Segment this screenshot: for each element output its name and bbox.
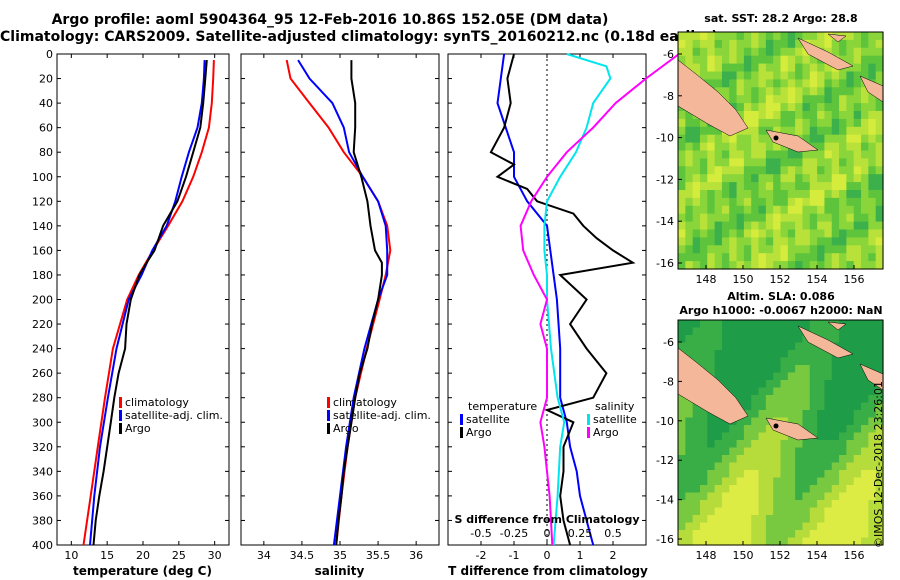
ytick-label: 340 (32, 465, 53, 478)
ytick-label: 100 (32, 171, 53, 184)
legend-label: satellite (593, 413, 637, 426)
legend-swatch (587, 427, 590, 438)
legend-swatch (460, 427, 463, 438)
ytick-label: 240 (32, 343, 53, 356)
chart-title-line1: Argo profile: aoml 5904364_95 12-Feb-201… (51, 12, 609, 28)
legend-swatch (119, 397, 122, 408)
xtick-label: 35.5 (366, 549, 391, 562)
legend-label: climatology (125, 396, 189, 409)
xtick-label: 15 (100, 549, 114, 562)
legend-label: climatology (333, 396, 397, 409)
ytick-label: 60 (39, 122, 53, 135)
ytick-label: 80 (39, 146, 53, 159)
legend-label: temperature (468, 400, 537, 413)
ytick-label: 220 (32, 318, 53, 331)
legend-label: Argo (593, 426, 619, 439)
panel3-xlabel: T difference from climatology (448, 564, 648, 578)
legend-swatch (119, 410, 122, 421)
top-tick-label: -0.25 (500, 527, 528, 540)
legend-label: satellite (466, 413, 510, 426)
legend-swatch (460, 414, 463, 425)
xtick-label: -1 (509, 549, 520, 562)
top-tick-label: 0.5 (604, 527, 622, 540)
ytick-label: 320 (32, 441, 53, 454)
xtick-label: 36 (409, 549, 423, 562)
ytick-label: 300 (32, 416, 53, 429)
ytick-label: 120 (32, 195, 53, 208)
series-s-argo (519, 53, 680, 546)
ytick-label: 380 (32, 514, 53, 527)
ytick-label: 180 (32, 269, 53, 282)
legend-label: Argo (125, 422, 151, 435)
legend-swatch (327, 397, 330, 408)
xtick-label: 1 (577, 549, 584, 562)
xtick-label: 34 (257, 549, 271, 562)
panel-frame (240, 53, 440, 546)
top-tick-label: -0.5 (470, 527, 491, 540)
legend-label: salinity (595, 400, 635, 413)
xtick-label: 30 (208, 549, 222, 562)
legend-label: Argo (466, 426, 492, 439)
ytick-label: 200 (32, 294, 53, 307)
ytick-label: 0 (46, 48, 53, 61)
panel-2: 34 34.5 35 35.5 36 climatologysatellite-adj. … (240, 53, 440, 562)
xtick-label: 25 (172, 549, 186, 562)
ytick-label: 160 (32, 244, 53, 257)
panel-3: -2 -1 0 1 2temperaturesatelliteArgosalinitys… (447, 53, 680, 562)
credit-text: ©IMOS 12-Dec-2018 23:26:01 (872, 381, 885, 548)
legend-swatch (327, 423, 330, 434)
series-argo (92, 60, 208, 546)
panel2-xlabel: salinity (314, 564, 365, 578)
panel-frame (56, 53, 230, 546)
legend-swatch (327, 410, 330, 421)
map1-title: sat. SST: 28.2 Argo: 28.8 (704, 12, 858, 25)
ytick-label: 40 (39, 97, 53, 110)
series-s-satellite (543, 53, 612, 546)
legend-label: satellite-adj. clim. (333, 409, 431, 422)
legend-swatch (587, 414, 590, 425)
ytick-label: 280 (32, 392, 53, 405)
ytick-label: 260 (32, 367, 53, 380)
top-axis-label: S difference from Climatology (454, 513, 639, 526)
xtick-label: -2 (476, 549, 487, 562)
ytick-label: 140 (32, 220, 53, 233)
series-argo (335, 60, 383, 546)
xtick-label: 34.5 (290, 549, 315, 562)
ytick-label: 360 (32, 490, 53, 503)
series-satellite-adj-clim- (297, 59, 389, 546)
xtick-label: 10 (64, 549, 78, 562)
ytick-label: 400 (32, 539, 53, 552)
panel-1: 0 20 40 60 80 100 120 140 160 180 200 220 240 260 280 3… (32, 48, 230, 562)
map2-title-line1: Altim. SLA: 0.086 (727, 290, 835, 303)
legend-label: Argo (333, 422, 359, 435)
chart-title-line2: Climatology: CARS2009. Satellite-adjuste… (0, 29, 718, 45)
xtick-label: 2 (610, 549, 617, 562)
legend-swatch (119, 423, 122, 434)
xtick-label: 35 (333, 549, 347, 562)
top-tick-label: 0.25 (568, 527, 593, 540)
panel1-xlabel: temperature (deg C) (73, 564, 212, 578)
legend-label: satellite-adj. clim. (125, 409, 223, 422)
xtick-label: 20 (136, 549, 150, 562)
top-tick-label: 0 (544, 527, 551, 540)
series-t-argo (489, 53, 636, 546)
ytick-label: 20 (39, 73, 53, 86)
map2-title-line2: Argo h1000: -0.0067 h2000: NaN (679, 304, 883, 317)
xtick-label: 0 (544, 549, 551, 562)
